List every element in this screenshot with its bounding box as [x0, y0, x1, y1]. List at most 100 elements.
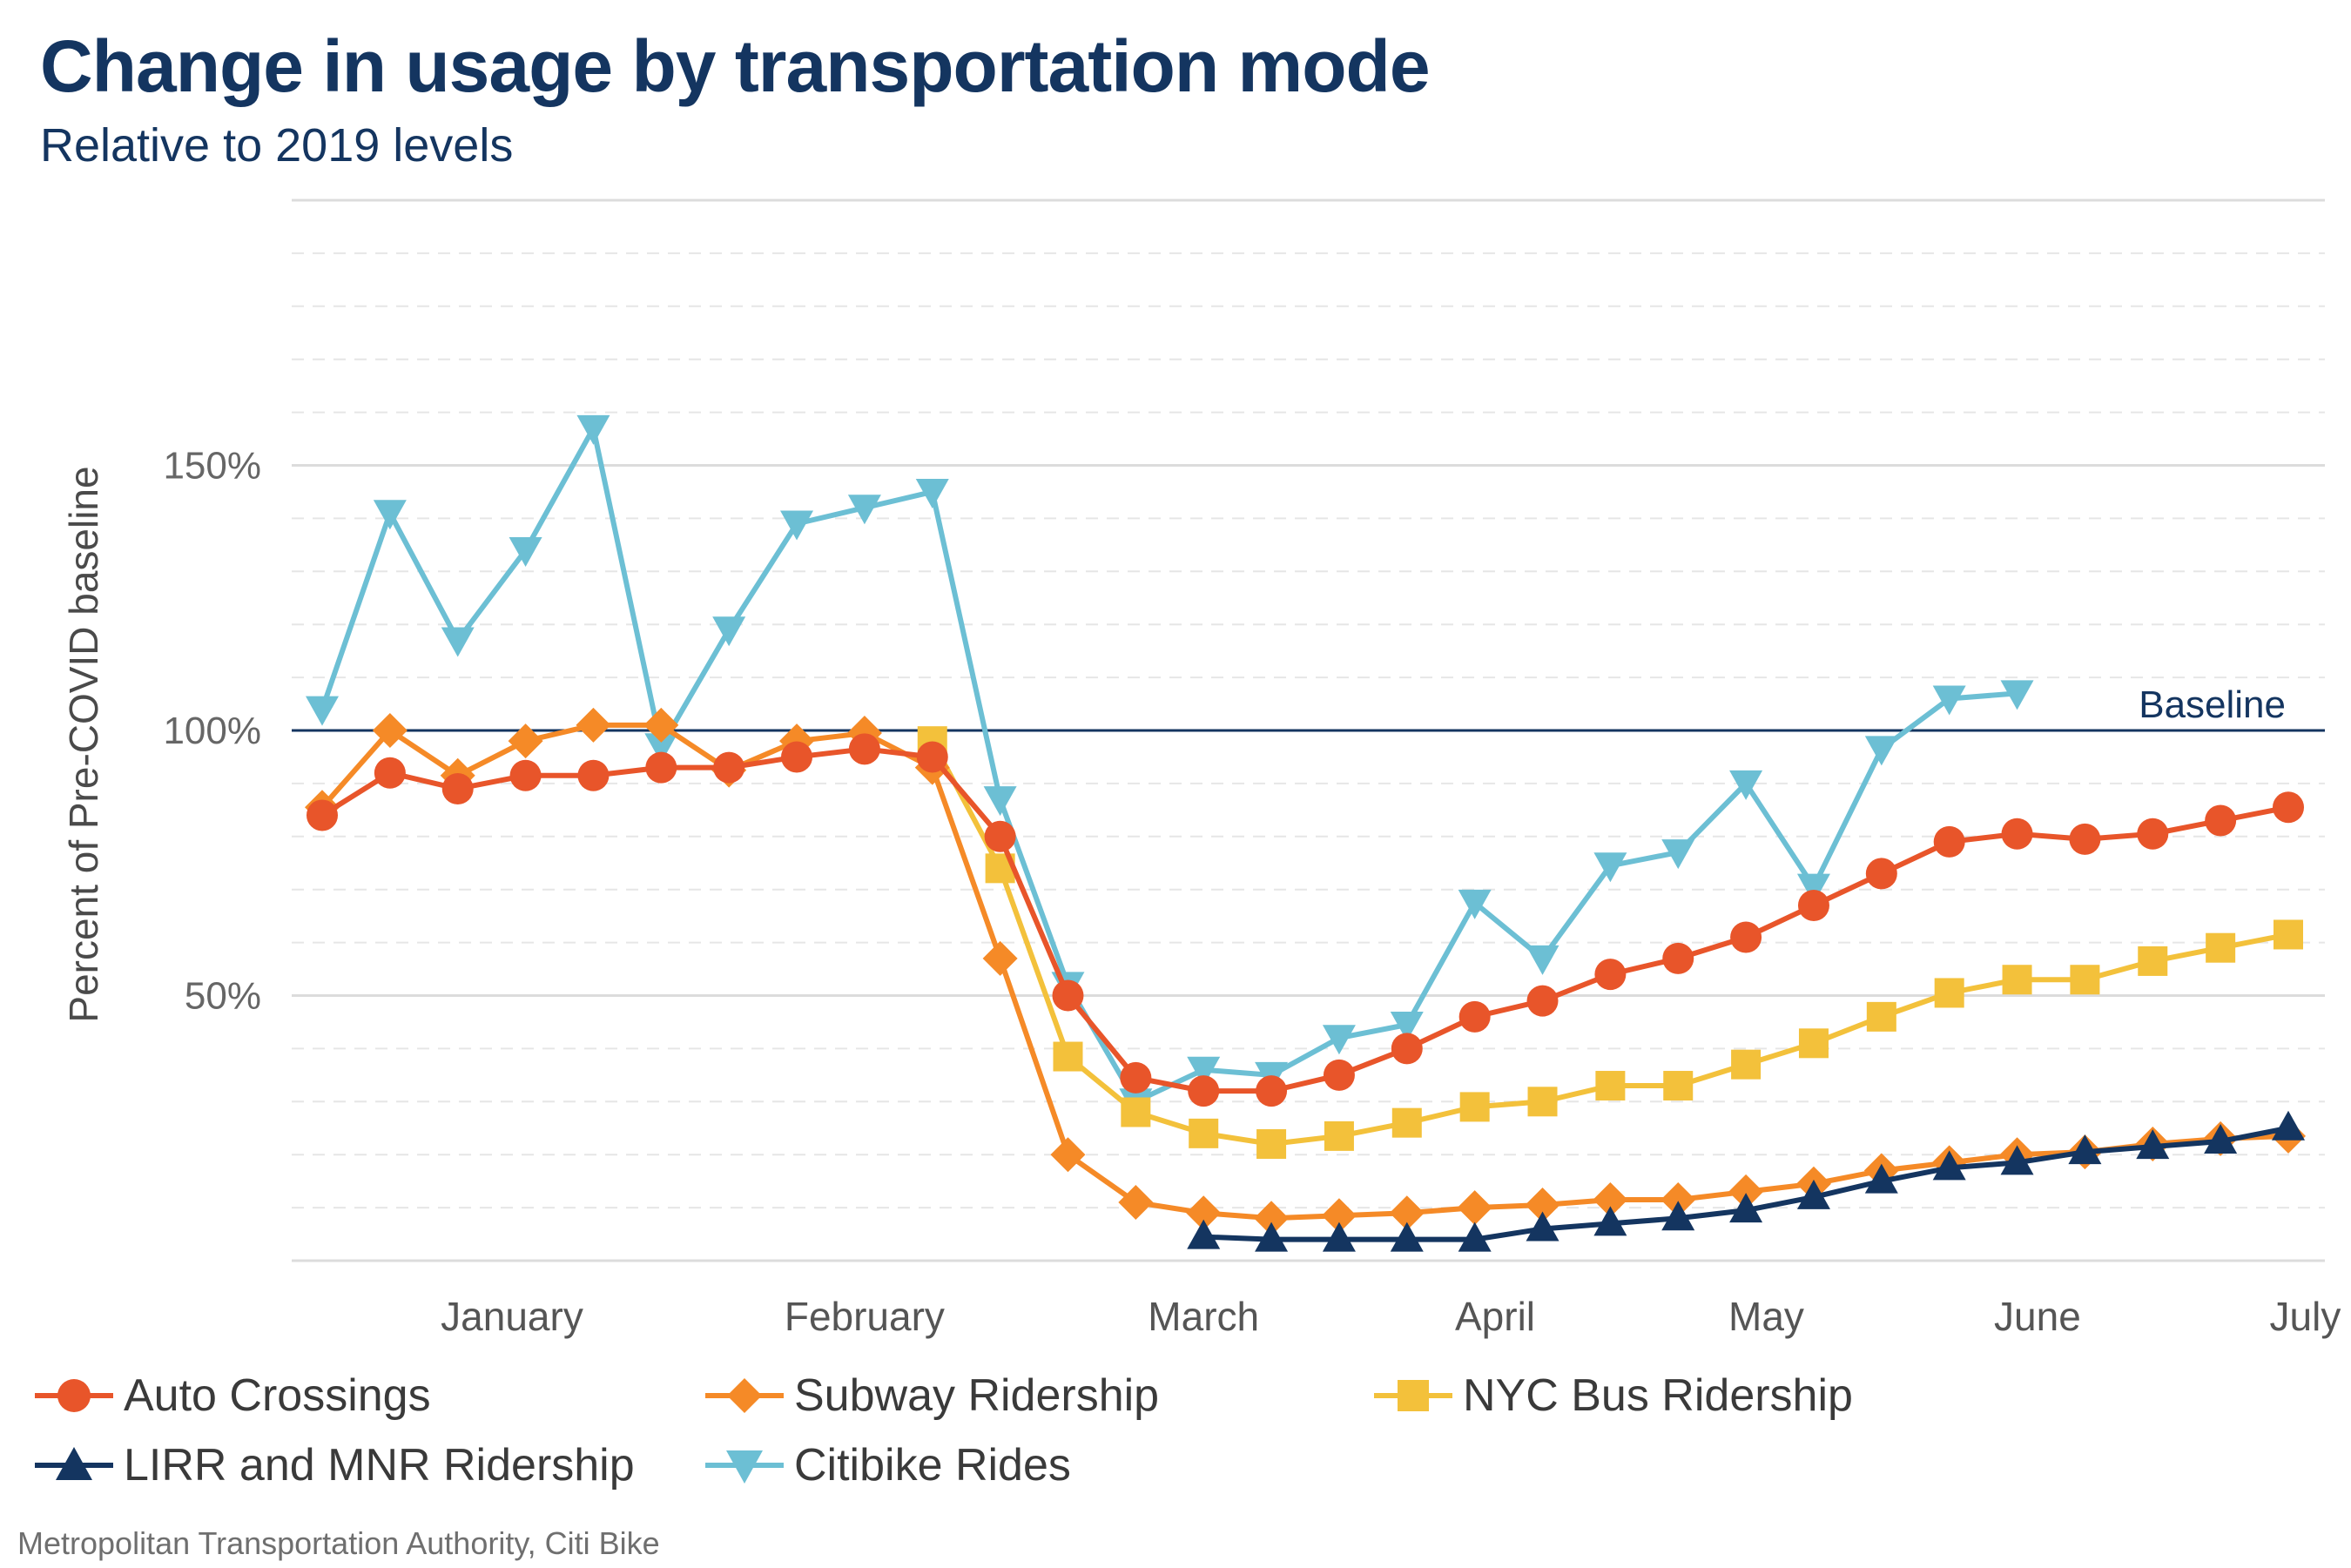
x-tick-label: February: [785, 1294, 945, 1339]
legend-label: NYC Bus Ridership: [1463, 1370, 1853, 1421]
data-point: [1052, 979, 1084, 1012]
data-point: [983, 786, 1017, 817]
data-point: [1933, 825, 1965, 858]
data-point: [1864, 736, 1898, 766]
data-point: [2274, 919, 2303, 950]
legend-item-citibike-rides: Citibike Rides: [705, 1435, 1071, 1496]
legend-label: Subway Ridership: [794, 1370, 1160, 1421]
data-point: [2136, 1129, 2170, 1160]
chart-subtitle: Relative to 2019 levels: [40, 119, 514, 172]
data-point: [1730, 921, 1762, 953]
series-line: [320, 425, 2018, 1105]
data-point: [1389, 1195, 1425, 1231]
data-point: [1321, 1198, 1357, 1234]
data-point: [1458, 1000, 1491, 1033]
data-point: [713, 751, 745, 784]
data-point: [509, 536, 542, 567]
series-auto-crossings: [307, 733, 2304, 1107]
diamond-marker-icon: [705, 1378, 784, 1413]
data-point: [1661, 1181, 1696, 1217]
data-point: [1594, 959, 1627, 991]
data-point: [1865, 858, 1897, 890]
data-point: [1187, 1056, 1221, 1087]
y-tick-label: 100%: [163, 710, 261, 752]
data-point: [645, 751, 677, 784]
data-point: [1457, 1190, 1492, 1226]
data-point: [781, 741, 813, 773]
series-lirr-and-mnr-ridership: [1187, 1110, 2305, 1252]
x-tick-label: March: [1148, 1294, 1259, 1339]
data-point: [1322, 1025, 1356, 1055]
data-point: [306, 696, 339, 726]
series-line: [320, 722, 2289, 1221]
data-point: [1796, 1179, 1830, 1209]
data-point: [1593, 1181, 1628, 1217]
data-point: [1661, 1201, 1695, 1231]
baseline-label: Baseline: [2139, 683, 2286, 726]
data-point: [1728, 1174, 1764, 1209]
data-point: [1391, 1107, 1422, 1138]
data-point: [1118, 1185, 1154, 1221]
data-point: [2068, 1134, 2102, 1165]
data-point: [915, 478, 949, 508]
data-point: [1526, 945, 1559, 975]
x-tick-label: June: [1994, 1294, 2081, 1339]
data-point: [1593, 1206, 1627, 1236]
data-point: [1798, 1028, 1829, 1059]
data-point: [307, 799, 338, 831]
data-point: [2000, 680, 2034, 710]
data-point: [1932, 1150, 1966, 1181]
data-point: [1526, 985, 1559, 1017]
data-point: [1864, 1163, 1898, 1194]
data-point: [1932, 685, 1966, 716]
data-point: [1189, 1118, 1219, 1148]
data-point: [1323, 1059, 1355, 1091]
data-point: [2069, 823, 2101, 855]
data-point: [374, 757, 406, 789]
data-point: [373, 500, 407, 530]
data-point: [1256, 1129, 1287, 1160]
data-point: [508, 723, 543, 759]
data-point: [576, 707, 611, 743]
data-point: [1663, 1071, 1694, 1101]
circle-marker-icon: [35, 1379, 113, 1412]
series-line: [320, 746, 2289, 1094]
data-point: [577, 759, 610, 791]
data-point: [1525, 1188, 1560, 1223]
data-point: [1866, 1001, 1896, 1032]
legend-item-lirr-mnr-ridership: LIRR and MNR Ridership: [35, 1435, 635, 1496]
data-point: [644, 733, 678, 764]
data-point: [1458, 1221, 1492, 1252]
y-axis-label: Percent of Pre-COVID baseline: [61, 466, 106, 1022]
data-point: [1390, 1011, 1424, 1041]
data-point: [1661, 839, 1695, 870]
data-point: [2206, 932, 2236, 963]
legend-item-auto-crossings: Auto Crossings: [35, 1365, 431, 1426]
x-tick-label: January: [441, 1294, 583, 1339]
x-tick-label: July: [2270, 1294, 2341, 1339]
data-point: [916, 741, 948, 773]
data-point: [1391, 1033, 1423, 1065]
data-point: [1796, 873, 1830, 904]
chart-title: Change in usage by transportation mode: [40, 25, 1431, 107]
data-point: [2070, 965, 2100, 995]
y-tick-label: 150%: [163, 445, 261, 488]
data-point: [847, 495, 881, 525]
y-tick-label: 50%: [185, 975, 261, 1018]
data-point: [2138, 946, 2168, 976]
data-point: [1254, 1201, 1290, 1236]
data-point: [1188, 1075, 1220, 1107]
data-point: [1595, 1071, 1626, 1101]
data-point: [643, 707, 679, 743]
data-point: [2204, 1123, 2238, 1154]
legend: Auto Crossings Subway Ridership NYC Bus …: [35, 1365, 1950, 1522]
data-point: [1797, 889, 1829, 921]
data-point: [1324, 1120, 1354, 1151]
data-point: [2001, 818, 2033, 850]
data-point: [576, 414, 610, 445]
data-point: [2002, 965, 2032, 995]
data-point: [441, 772, 474, 804]
data-point: [2273, 791, 2304, 824]
data-point: [2000, 1145, 2034, 1175]
data-point: [1662, 942, 1694, 974]
